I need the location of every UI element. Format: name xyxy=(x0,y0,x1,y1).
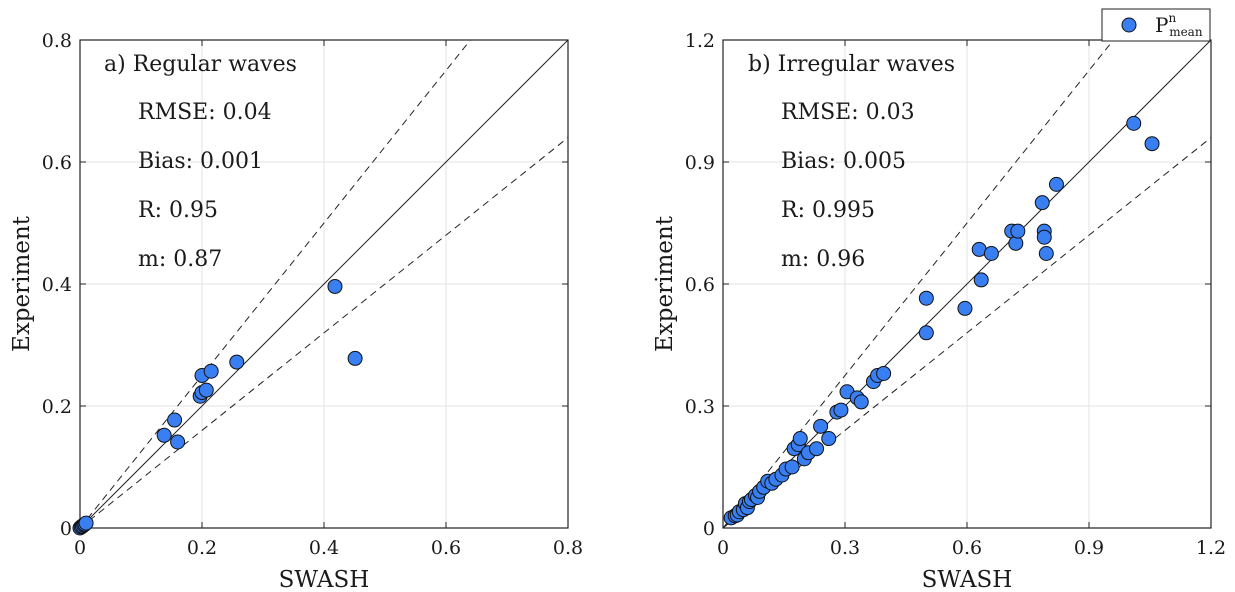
data-point-b xyxy=(809,441,825,457)
y-tick-label-b: 0.6 xyxy=(685,274,715,296)
bound-line-a xyxy=(79,137,569,529)
data-point-b xyxy=(784,459,800,475)
y-tick-label-b: 0 xyxy=(703,518,715,540)
y-tick-label-b: 0.9 xyxy=(685,152,715,174)
legend: Pn mean xyxy=(1101,8,1211,42)
data-point-b xyxy=(973,272,989,288)
panel-label-b: b) Irregular waves xyxy=(748,52,955,77)
points-b xyxy=(723,115,1160,526)
data-point-b xyxy=(1144,136,1160,152)
data-point-b xyxy=(813,418,829,434)
x-tick-label-a: 0.4 xyxy=(309,537,339,559)
y-axis-label-b: Experiment xyxy=(652,215,678,352)
y-tick-label-b: 0.3 xyxy=(685,396,715,418)
data-point-b xyxy=(1048,176,1064,192)
panel-label-a: a) Regular waves xyxy=(104,52,297,77)
stat-r-a: R: 0.95 xyxy=(138,198,218,223)
y-axis-label-a: Experiment xyxy=(9,215,35,352)
data-point-a xyxy=(198,382,214,398)
legend-box xyxy=(1101,8,1211,42)
stat-bias-a: Bias: 0.001 xyxy=(138,149,263,174)
legend-label: Pn mean xyxy=(1155,11,1203,39)
data-point-b xyxy=(1010,223,1026,239)
x-axis-label-b: SWASH xyxy=(922,567,1013,592)
stat-m-b: m: 0.96 xyxy=(781,247,865,272)
y-tick-label-a: 0.6 xyxy=(42,152,72,174)
y-tick-label-a: 0.2 xyxy=(42,396,72,418)
points-a xyxy=(72,278,363,536)
x-tick-label-b: 0.3 xyxy=(830,537,860,559)
data-point-b xyxy=(853,394,869,410)
data-point-a xyxy=(347,350,363,366)
y-tick-label-a: 0.8 xyxy=(42,30,72,52)
legend-marker xyxy=(1121,17,1137,33)
panel-irregular-waves: 0 0.3 0.6 0.9 1.2 0 0.3 0.6 0.9 1.2 b) Irregular … xyxy=(652,8,1226,592)
data-point-a xyxy=(203,363,219,379)
bound-line-b xyxy=(722,137,1212,529)
data-point-b xyxy=(821,431,837,447)
bound-line-b xyxy=(722,39,1114,529)
x-tick-label-b: 0.9 xyxy=(1074,537,1104,559)
data-point-b xyxy=(1126,115,1142,131)
legend-label-sub: mean xyxy=(1169,25,1203,39)
x-tick-label-b: 1.2 xyxy=(1196,537,1226,559)
x-tick-label-a: 0.6 xyxy=(431,537,461,559)
legend-label-main: P xyxy=(1155,13,1168,37)
bound-line-a xyxy=(79,39,471,529)
data-point-a xyxy=(78,515,94,531)
x-tick-label-b: 0 xyxy=(717,537,729,559)
data-point-b xyxy=(1034,195,1050,211)
data-point-b xyxy=(918,290,934,306)
data-point-a xyxy=(167,412,183,428)
panel-regular-waves: 0 0.2 0.4 0.6 0.8 0 0.2 0.4 0.6 0.8 a) Regular wa… xyxy=(9,30,583,592)
stat-bias-b: Bias: 0.005 xyxy=(781,149,906,174)
identity-line-a xyxy=(79,39,569,529)
data-point-b xyxy=(876,365,892,381)
data-point-b xyxy=(957,300,973,316)
stat-m-a: m: 0.87 xyxy=(138,247,222,272)
data-point-b xyxy=(1036,229,1052,245)
data-point-a xyxy=(170,434,186,450)
data-point-b xyxy=(833,402,849,418)
x-tick-label-b: 0.6 xyxy=(952,537,982,559)
data-point-a xyxy=(229,354,245,370)
tick-labels-a: 0 0.2 0.4 0.6 0.8 0 0.2 0.4 0.6 0.8 xyxy=(42,30,583,559)
y-tick-label-a: 0.4 xyxy=(42,274,72,296)
data-point-b xyxy=(983,246,999,261)
x-tick-label-a: 0.8 xyxy=(553,537,583,559)
reference-lines-a xyxy=(79,39,569,529)
data-point-b xyxy=(918,325,934,341)
legend-label-sup: n xyxy=(1168,11,1176,25)
y-tick-label-b: 1.2 xyxy=(685,30,715,52)
x-tick-label-a: 0.2 xyxy=(187,537,217,559)
x-axis-label-a: SWASH xyxy=(279,567,370,592)
data-point-a xyxy=(156,427,172,443)
stat-rmse-a: RMSE: 0.04 xyxy=(138,100,272,125)
x-tick-label-a: 0 xyxy=(74,537,86,559)
data-point-b xyxy=(792,431,808,447)
y-tick-label-a: 0 xyxy=(60,518,72,540)
data-point-a xyxy=(327,278,343,294)
tick-labels-b: 0 0.3 0.6 0.9 1.2 0 0.3 0.6 0.9 1.2 xyxy=(685,30,1226,559)
data-point-b xyxy=(1008,235,1024,251)
stat-rmse-b: RMSE: 0.03 xyxy=(781,100,915,125)
data-point-b xyxy=(1038,246,1054,261)
stat-r-b: R: 0.995 xyxy=(781,198,875,223)
